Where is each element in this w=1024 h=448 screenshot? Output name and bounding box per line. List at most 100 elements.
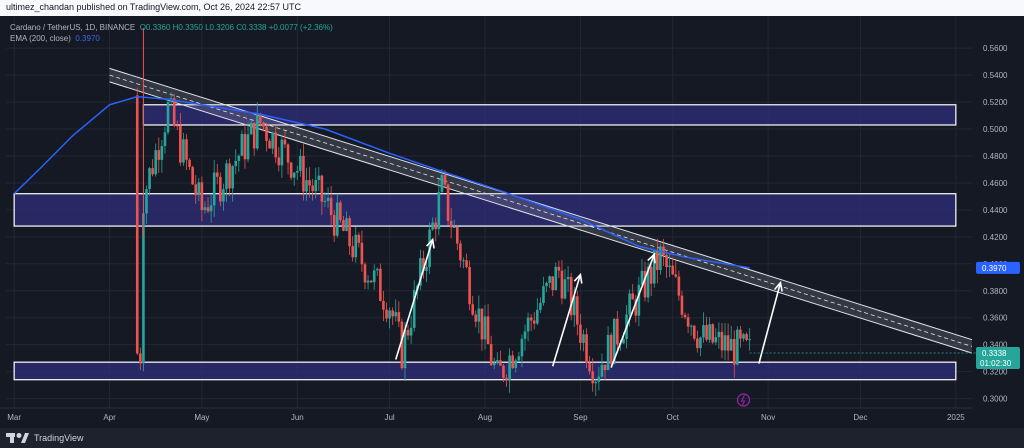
candle-body [363,264,367,283]
candle-body [545,282,548,287]
candle-body [163,132,167,147]
candle-body [520,338,524,357]
candle-body [145,189,148,214]
candle-body [585,334,588,363]
price-chart[interactable]: 0.5600 0.5400 0.5200 0.5000 0.4800 0.4600 0.44… [0,16,1024,428]
candle-body [179,125,182,163]
time-tick-label: Nov [761,413,775,422]
candle-body [569,276,573,316]
channel-upper-line [109,67,984,344]
candle-body [172,98,176,126]
candle-body [240,133,244,156]
price-tick-label: 0.3200 [983,368,1008,377]
candle-body [468,267,471,305]
ema-price-tag [976,261,1020,274]
candle-body [480,308,484,340]
candle-body [292,172,296,178]
countdown-text: 01:02:30 [980,359,1012,368]
candle-body [742,334,745,339]
lightning-icon [740,394,746,406]
price-tick-label: 0.4200 [983,233,1008,242]
candle-body [720,331,724,351]
symbol-label: Cardano / TetherUS, 1D, BINANCE [10,23,136,32]
candle-body [317,175,321,180]
ema-value: 0.3970 [75,34,100,43]
candle-body [299,155,302,171]
candle-body [166,101,170,133]
candle-body [440,174,444,192]
candle-body [308,180,311,186]
footer-brand: TradingView [34,433,84,443]
candle-body [668,265,671,268]
candle-body [228,163,231,189]
price-tick-label: 0.3600 [983,314,1008,323]
candle-body [459,243,462,261]
candle-body [345,218,348,231]
candle-body [597,376,601,382]
candle-body [369,280,373,283]
candle-body [379,268,382,301]
last-price-tag [976,347,1020,370]
time-tick-label: Mar [7,413,21,422]
candle-body [745,334,748,340]
candle-body [283,139,287,145]
candle-body [268,140,271,149]
candle-body [582,334,585,343]
price-tick-label: 0.3000 [983,395,1008,404]
candle-body [486,316,490,345]
candle-body [160,146,164,160]
candle-body [702,325,705,338]
candle-body [425,267,428,271]
price-tick-label: 0.5200 [983,98,1008,107]
breakout-arrow-head [773,280,783,292]
candle-body [314,179,318,192]
candle-body [375,268,379,271]
candle-body [431,222,434,230]
candle-body [680,295,684,315]
price-tick-label: 0.4400 [983,206,1008,215]
candle-body [354,234,358,258]
candle-body [532,320,536,324]
candle-body [606,334,610,371]
candle-body [357,234,361,243]
time-tick-label: Oct [666,413,679,422]
candle-body [474,314,478,322]
candle-body [656,249,659,271]
support-resistance-zone [13,361,957,381]
candle-body [271,132,274,149]
time-tick-label: May [194,413,209,422]
candle-body [419,258,422,286]
candle-body [514,360,518,369]
candle-body [699,337,702,349]
candle-body [631,293,635,300]
candle-body [326,197,330,201]
candle-body [449,221,453,228]
candle-body [212,172,216,206]
publisher-text: ultimez_chandan published on TradingView… [6,2,302,12]
candle-body [342,220,345,231]
candle-body [252,122,256,149]
candle-body [628,293,631,315]
candle-body [456,226,459,244]
candle-body [732,339,736,365]
support-resistance-zone [13,193,957,227]
candle-body [366,280,370,283]
candle-body [465,260,468,268]
candle-body [566,276,570,280]
price-tick-label: 0.5000 [983,125,1008,134]
candle-body [412,289,416,328]
breakout-arrow [394,239,434,360]
publisher-bar: ultimez_chandan published on TradingView… [0,0,1024,16]
candle-body [175,125,179,127]
chart-area[interactable]: 0.5600 0.5400 0.5200 0.5000 0.4800 0.4600 0.44… [0,16,1024,428]
candle-body [385,309,388,319]
candle-body [452,226,456,228]
candle-body [360,242,364,265]
candle-body [729,339,733,351]
breakout-arrow [551,274,582,367]
candle-body [637,284,641,316]
candle-body [505,377,508,381]
candle-body [139,353,142,364]
candle-body [246,134,250,160]
